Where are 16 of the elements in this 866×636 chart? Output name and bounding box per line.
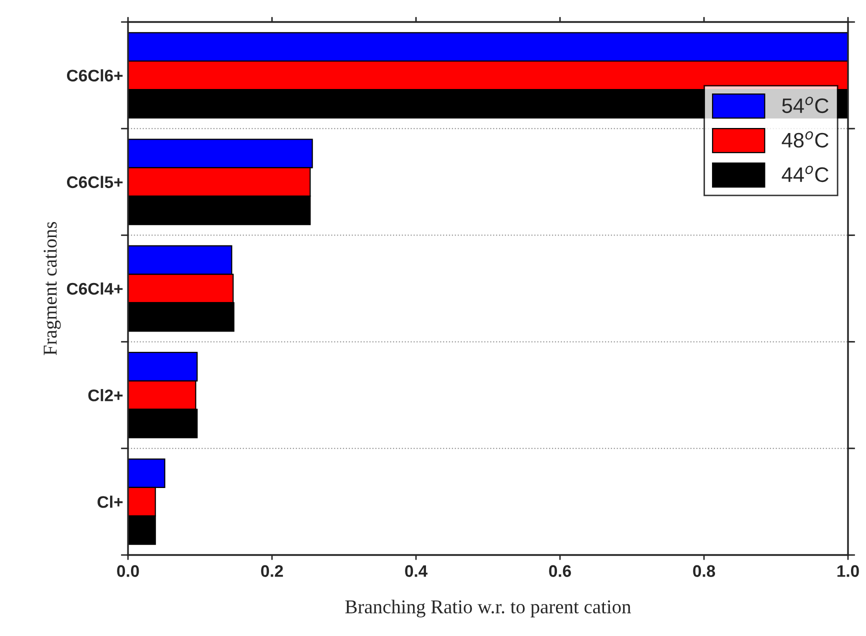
y-tick-label: C6Cl4+ [66, 282, 123, 295]
y-tick-label: Cl2+ [88, 389, 123, 402]
y-tick-label: C6Cl5+ [66, 176, 123, 188]
y-axis-title: Fragment cations [44, 222, 61, 356]
x-axis-title: Branching Ratio w.r. to parent cation [345, 600, 631, 618]
y-tick-label: Cl+ [98, 496, 123, 508]
x-tick-label: 1.0 [837, 565, 859, 577]
x-tick-label: 0.0 [117, 565, 139, 577]
x-tick-label: 0.2 [261, 565, 283, 577]
legend-label: 48$^{o}$C [782, 131, 828, 148]
x-tick-label: 0.4 [405, 565, 428, 577]
legend-label: 44$^{o}$C [782, 166, 828, 182]
x-tick-label: 0.6 [549, 565, 571, 577]
y-tick-label: C6Cl6+ [66, 69, 123, 82]
x-tick-label: 0.8 [693, 565, 716, 577]
legend-label: 54$^{o}$C [782, 96, 828, 114]
